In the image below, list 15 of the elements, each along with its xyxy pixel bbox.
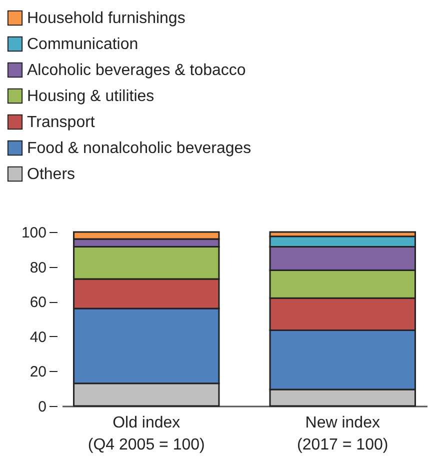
legend-label: Alcoholic beverages & tobacco xyxy=(27,62,246,79)
x-tick-label: Old index (Q4 2005 = 100) xyxy=(88,414,205,454)
y-tick-label: 60 xyxy=(30,294,46,312)
y-tick-label: 40 xyxy=(30,328,46,346)
y-tick-label: 20 xyxy=(30,364,46,381)
legend-label: Others xyxy=(27,166,76,183)
legend-label: Food & nonalcoholic beverages xyxy=(27,140,252,157)
x-tick-label: New index (2017 = 100) xyxy=(297,414,388,454)
legend-label: Transport xyxy=(27,114,96,131)
y-tick-label: 80 xyxy=(30,259,46,276)
legend-label: Communication xyxy=(27,36,138,53)
y-tick-label: 0 xyxy=(38,398,46,416)
legend-label: Household furnishings xyxy=(27,10,186,27)
y-tick-label: 100 xyxy=(21,224,46,242)
legend-label: Housing & utilities xyxy=(27,88,154,105)
